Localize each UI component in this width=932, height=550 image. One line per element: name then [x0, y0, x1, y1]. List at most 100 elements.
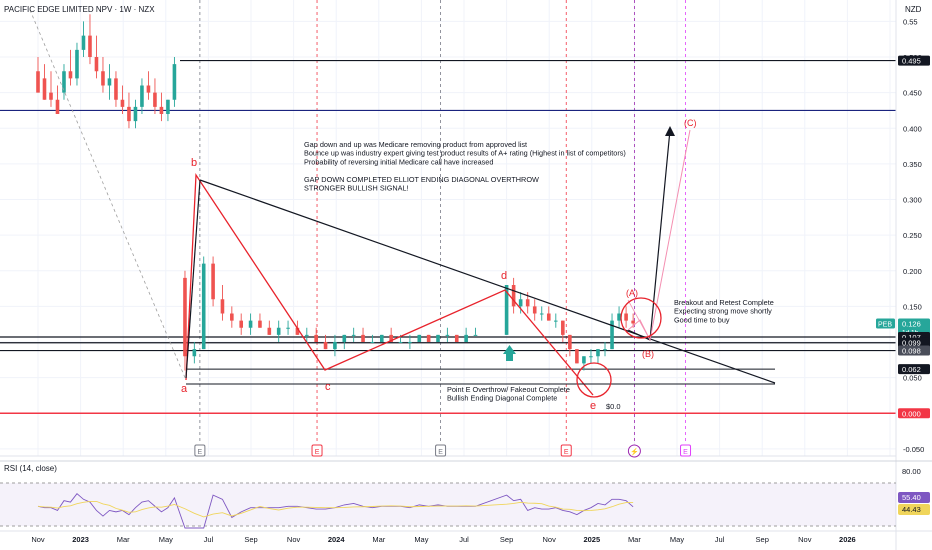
candle-body [267, 327, 272, 335]
wave-e-label: e [590, 400, 596, 412]
time-tick-label: Sep [244, 535, 257, 544]
event-marker-label: E [683, 449, 688, 456]
candle-body [351, 334, 356, 336]
note-breakout-line: Breakout and Retest Complete [674, 298, 774, 307]
candle-body [554, 320, 558, 322]
price-badge-label: 0.000 [902, 409, 921, 418]
candle-body [55, 99, 60, 114]
time-tick-label: 2026 [839, 535, 856, 544]
candle-body [379, 334, 384, 342]
wedge-left [185, 179, 201, 379]
event-lines [199, 0, 686, 444]
price-tick-label: 0.55 [903, 17, 918, 26]
candle-body [342, 334, 347, 342]
event-marker-box [194, 444, 206, 457]
price-badge-label: 0.099 [902, 339, 921, 348]
candle-body [140, 85, 144, 107]
candle-body [582, 356, 586, 364]
price-badge-label: 0.062 [902, 365, 921, 374]
candle-body [36, 71, 40, 93]
time-tick-label: Mar [372, 535, 385, 544]
candle-body [107, 78, 112, 86]
event-marker-label: ⚡ [630, 447, 639, 456]
candle-body [258, 320, 262, 328]
candle-body [445, 334, 450, 336]
price-badge [898, 408, 930, 419]
note-point-e-line: Point E Overthrow/ Fakeout Complete [447, 385, 570, 394]
time-tick-label: May [414, 535, 428, 544]
candle-body [511, 285, 516, 307]
candle-body [166, 99, 170, 114]
rsi-series [37, 493, 634, 529]
note-main-line: STRONGER BULLISH SIGNAL! [304, 184, 409, 193]
event-marker-box [560, 444, 572, 457]
candle-body [408, 342, 412, 343]
candle-body [426, 334, 431, 342]
candle-body [88, 35, 92, 57]
symbol-title[interactable]: PACIFIC EDGE LIMITED NPV · 1W · NZX [4, 5, 155, 14]
price-tick-label: 0.400 [903, 124, 922, 133]
wave-A-label: (A) [626, 288, 638, 298]
candle-body [146, 85, 151, 93]
zero-price-label: $0.0 [606, 402, 621, 411]
candle-body [436, 334, 440, 342]
note-breakout-line: Expecting strong move shortly [674, 307, 772, 316]
time-tick-label: Nov [31, 535, 45, 544]
candle-body [127, 106, 131, 122]
price-tick-label: 0.300 [903, 196, 922, 205]
candle-body [398, 342, 403, 343]
candle-body [295, 327, 300, 335]
candle-body [120, 99, 125, 107]
time-tick-label: Jul [715, 535, 725, 544]
candle-body [314, 334, 318, 342]
rsi-band [0, 483, 896, 526]
time-tick-label: Jul [204, 535, 214, 544]
candle-body [101, 71, 105, 86]
price-tick-label: 0.200 [903, 267, 922, 276]
event-marker-box [435, 444, 447, 457]
event-marker-label: E [198, 449, 203, 456]
candlestick-series [36, 14, 635, 371]
candle-body [454, 334, 459, 342]
note-main-line: GAP DOWN COMPLETED ELLIOT ENDING DIAGONA… [304, 175, 539, 184]
event-marker-box [680, 444, 692, 457]
rsi-ma-value: 44.43 [902, 505, 921, 514]
candle-body [172, 64, 177, 100]
candle-body [603, 349, 607, 351]
candle-body [239, 320, 244, 328]
candle-body [133, 106, 138, 122]
candle-body [370, 342, 375, 343]
candle-body [81, 35, 86, 50]
wave-b-label: b [191, 157, 197, 169]
projection-pink [627, 129, 691, 342]
rsi-title[interactable]: RSI (14, close) [4, 464, 57, 473]
rsi-axis-label: 80.00 [902, 467, 921, 476]
candle-body [539, 313, 544, 315]
price-axis-panel[interactable] [896, 0, 932, 550]
wave-c-label: c [325, 381, 331, 393]
time-axis[interactable]: Nov 2023 Mar May Jul Sep Nov 2024 Mar May Jul Sep No… [31, 535, 855, 544]
horizontal-levels [0, 59, 896, 415]
rsi-value: 55.40 [902, 493, 921, 502]
currency-label: NZD [905, 5, 922, 14]
candle-body [94, 57, 99, 72]
candle-body [159, 106, 164, 114]
price-tick-label: -0.050 [903, 445, 924, 454]
candle-body [532, 306, 537, 314]
candle-body [568, 334, 572, 350]
wedge-upper [199, 179, 776, 384]
ticker-badge [876, 318, 895, 329]
rsi-line [37, 493, 634, 529]
price-badge [898, 337, 930, 348]
event-markers[interactable]: E E E E ⚡ E [194, 444, 692, 458]
projection-arrowhead [665, 126, 675, 136]
note-point-e-line: Bullish Ending Diagonal Complete [447, 394, 557, 403]
last-price-badge [898, 318, 930, 337]
drawing-layer [29, 9, 776, 398]
candle-body [49, 92, 53, 100]
candle-body [42, 78, 47, 100]
rsi-ma-badge [898, 504, 930, 515]
candle-body [610, 320, 614, 350]
